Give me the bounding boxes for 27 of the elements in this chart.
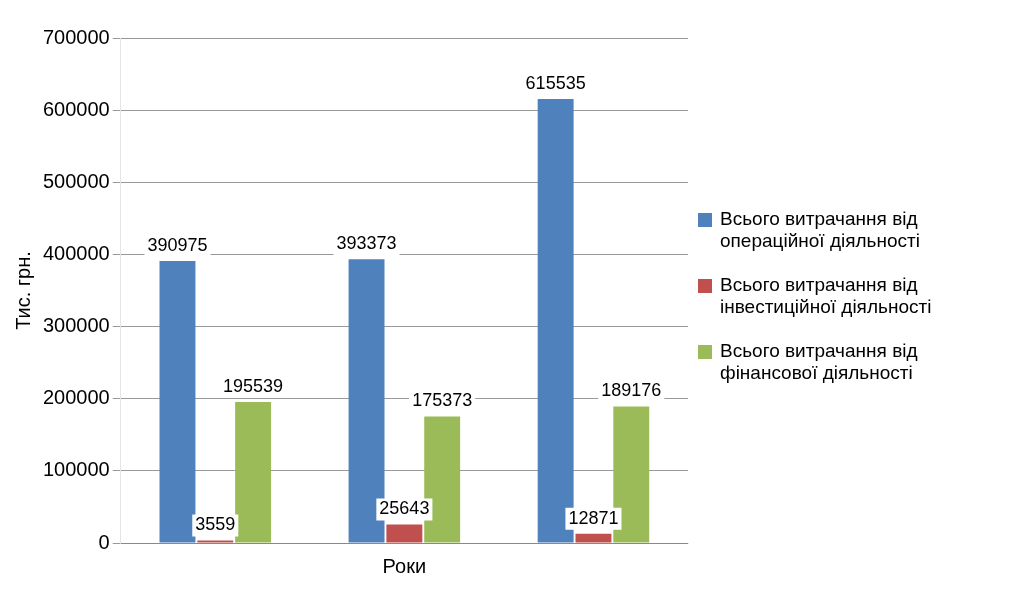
data-label: 195539 (223, 375, 284, 396)
bar (235, 401, 272, 543)
legend-label: Всього витрачання від інвестиційної діяльності (720, 273, 933, 318)
y-tick-label: 700000 (42, 25, 110, 48)
x-axis-title: Роки (382, 554, 427, 577)
legend-label: Всього витрачання від операційної діяльності (720, 207, 921, 252)
y-tick-label: 100000 (42, 458, 110, 481)
data-label: 615535 (525, 72, 586, 93)
y-tick-label: 300000 (42, 314, 110, 337)
data-label: 189176 (601, 380, 662, 401)
y-tick-label: 0 (98, 530, 110, 553)
bar (159, 260, 196, 543)
data-label: 393373 (336, 233, 397, 254)
y-tick-label: 500000 (42, 169, 110, 192)
y-axis-title: Тис. грн. (11, 251, 34, 330)
y-tick-label: 200000 (42, 386, 110, 409)
legend-label: Всього витрачання від фінансової діяльності (720, 339, 919, 384)
data-label: 175373 (412, 390, 473, 411)
data-label: 3559 (195, 514, 236, 535)
bar (197, 540, 234, 543)
bar (575, 533, 612, 543)
y-tick-label: 600000 (42, 97, 110, 120)
data-label: 25643 (379, 498, 430, 519)
bar (386, 524, 423, 543)
data-label: 12871 (568, 507, 619, 528)
data-label: 390975 (147, 234, 208, 255)
y-tick-label: 400000 (42, 241, 110, 264)
